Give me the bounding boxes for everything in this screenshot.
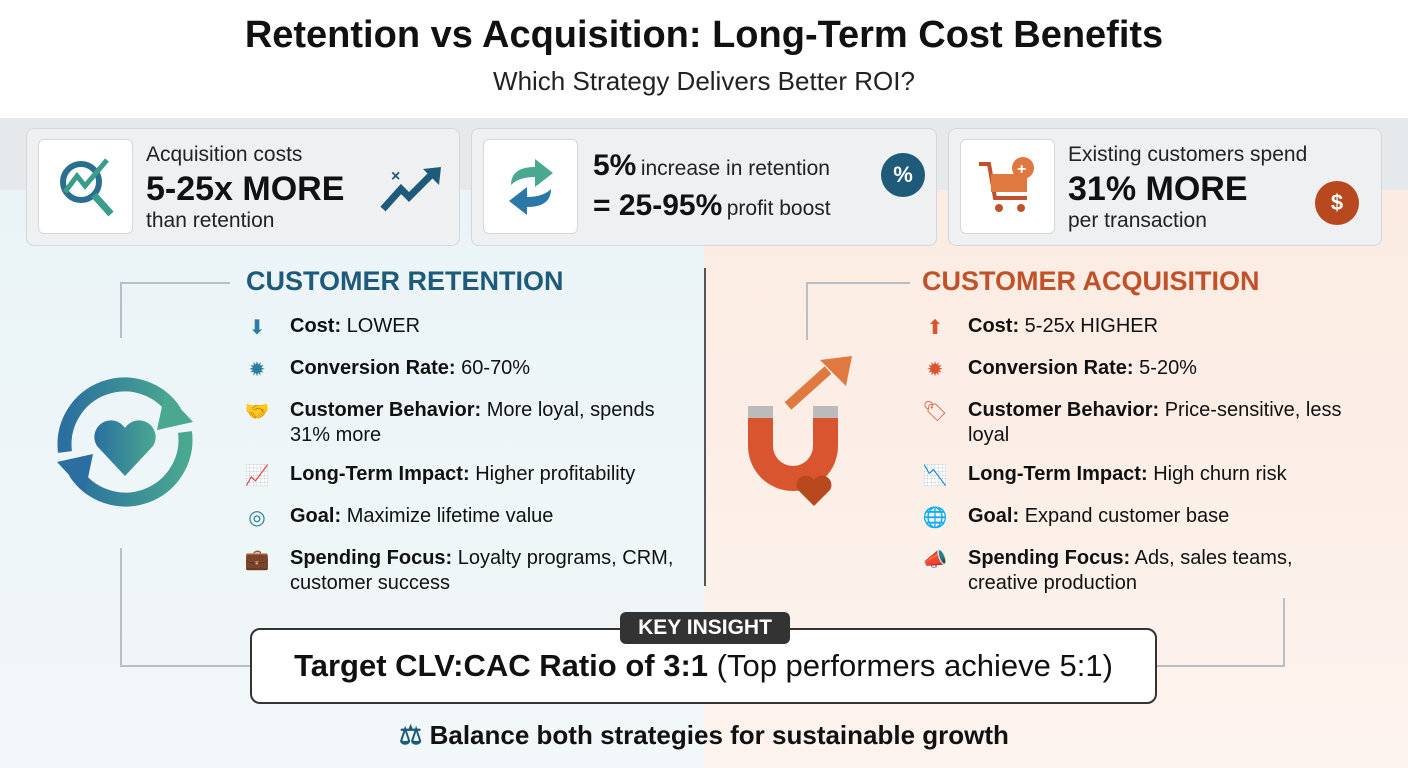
page-title: Retention vs Acquisition: Long-Term Cost… bbox=[244, 14, 1164, 56]
item-label: Conversion Rate: bbox=[968, 357, 1134, 379]
item-label: Conversion Rate: bbox=[290, 357, 456, 379]
item-label: Long-Term Impact: bbox=[290, 463, 470, 485]
item-value: 5-20% bbox=[1139, 357, 1197, 379]
key-insight-box: Target CLV:CAC Ratio of 3:1 (Top perform… bbox=[250, 628, 1157, 704]
insight-ratio: Target CLV:CAC Ratio of 3:1 bbox=[294, 648, 709, 683]
item-label: Spending Focus: bbox=[968, 547, 1131, 569]
page-subtitle: Which Strategy Delivers Better ROI? bbox=[493, 66, 915, 96]
item-value: Price-sensitive, less loyal bbox=[968, 399, 1342, 446]
percent-badge-icon: ✹ bbox=[926, 358, 944, 381]
connector-line bbox=[1283, 598, 1285, 666]
item-value: 5-25x HIGHER bbox=[1024, 315, 1159, 337]
stat-text: than retention bbox=[146, 209, 275, 232]
item-label: Customer Behavior: bbox=[290, 399, 482, 421]
key-insight-label: KEY INSIGHT bbox=[620, 612, 790, 644]
list-item: ◎ Goal: Maximize lifetime value bbox=[240, 504, 680, 532]
arrow-up-cost-icon: ⬆ bbox=[926, 316, 944, 339]
connector-line bbox=[120, 282, 230, 284]
item-value: Ads, sales teams, creative production bbox=[968, 547, 1293, 594]
stat-value: 5% bbox=[593, 149, 637, 182]
list-item: 🤝 Customer Behavior: More loyal, spends 3… bbox=[240, 398, 680, 448]
list-item: ✹ Conversion Rate: 60-70% bbox=[240, 356, 680, 384]
dollar-down-icon: ⬇ bbox=[248, 316, 266, 339]
cart-plus-icon: + bbox=[960, 139, 1055, 234]
price-tag-icon: 🏷 bbox=[922, 400, 948, 423]
refresh-icon bbox=[483, 139, 578, 234]
item-value: High churn risk bbox=[1153, 463, 1287, 485]
item-value: More loyal, spends 31% more bbox=[290, 399, 655, 446]
stat-card-acquisition-cost: Acquisition costs 5-25x MORE than retent… bbox=[26, 128, 460, 246]
list-item: ⬇ Cost: LOWER bbox=[240, 314, 680, 342]
item-label: Goal: bbox=[290, 505, 342, 527]
connector-line bbox=[806, 282, 910, 284]
item-label: Cost: bbox=[290, 315, 342, 337]
stat-value: 5-25x MORE bbox=[146, 170, 345, 208]
stat-text: per transaction bbox=[1068, 209, 1207, 232]
magnet-icon bbox=[728, 356, 888, 531]
item-label: Spending Focus: bbox=[290, 547, 453, 569]
globe-icon: 🌐 bbox=[922, 506, 948, 529]
stat-value: 31% MORE bbox=[1068, 170, 1248, 208]
stat-text: increase in retention bbox=[640, 157, 830, 180]
footer-message: ⚖ Balance both strategies for sustainabl… bbox=[0, 720, 1408, 751]
connector-line bbox=[120, 548, 122, 666]
svg-text:×: × bbox=[391, 168, 400, 185]
item-value: Loyalty programs, CRM, customer success bbox=[290, 547, 674, 594]
svg-text:+: + bbox=[1017, 161, 1026, 178]
megaphone-icon: 📣 bbox=[922, 548, 948, 571]
connector-line bbox=[120, 282, 122, 338]
connector-line bbox=[806, 282, 808, 340]
item-value: LOWER bbox=[346, 315, 421, 337]
retention-heading: CUSTOMER RETENTION bbox=[246, 266, 564, 296]
list-item: 🏷 Customer Behavior: Price-sensitive, les… bbox=[918, 398, 1358, 448]
growth-chart-icon: 📈 bbox=[244, 464, 270, 487]
stat-value: = 25-95% bbox=[593, 189, 723, 222]
percent-badge-icon: ✹ bbox=[248, 358, 266, 381]
list-item: 🌐 Goal: Expand customer base bbox=[918, 504, 1358, 532]
stat-text: Acquisition costs bbox=[146, 143, 303, 166]
item-label: Customer Behavior: bbox=[968, 399, 1160, 421]
item-value: 60-70% bbox=[461, 357, 531, 379]
heart-cycle-icon bbox=[45, 372, 205, 517]
stat-card-retention-profit: 5% increase in retention = 25-95% profit… bbox=[471, 128, 937, 246]
item-value: Higher profitability bbox=[475, 463, 636, 485]
search-growth-icon bbox=[38, 139, 133, 234]
item-label: Cost: bbox=[968, 315, 1020, 337]
item-label: Goal: bbox=[968, 505, 1020, 527]
center-divider bbox=[704, 268, 706, 586]
list-item: ✹ Conversion Rate: 5-20% bbox=[918, 356, 1358, 384]
item-value: Maximize lifetime value bbox=[346, 505, 554, 527]
item-value: Expand customer base bbox=[1024, 505, 1230, 527]
handshake-icon: 🤝 bbox=[244, 400, 270, 423]
list-item: 📉 Long-Term Impact: High churn risk bbox=[918, 462, 1358, 490]
stat-text: Existing customers spend bbox=[1068, 143, 1308, 166]
acquisition-heading: CUSTOMER ACQUISITION bbox=[922, 266, 1260, 296]
briefcase-megaphone-icon: 💼 bbox=[244, 548, 270, 571]
x-arrow-up-icon: × bbox=[379, 165, 443, 218]
retention-list: ⬇ Cost: LOWER ✹ Conversion Rate: 60-70% 🤝 C… bbox=[240, 314, 680, 610]
connector-line bbox=[120, 665, 250, 667]
item-label: Long-Term Impact: bbox=[968, 463, 1148, 485]
footer-text: Balance both strategies for sustainable … bbox=[429, 720, 1009, 750]
balance-scale-icon: ⚖ bbox=[399, 720, 423, 750]
dollar-badge-icon: $ bbox=[1315, 181, 1359, 225]
insight-note: (Top performers achieve 5:1) bbox=[716, 648, 1113, 683]
target-icon: ◎ bbox=[248, 506, 266, 529]
list-item: 📣 Spending Focus: Ads, sales teams, creat… bbox=[918, 546, 1358, 596]
list-item: ⬆ Cost: 5-25x HIGHER bbox=[918, 314, 1358, 342]
stat-card-spend: + Existing customers spend 31% MORE per … bbox=[948, 128, 1382, 246]
list-item: 📈 Long-Term Impact: Higher profitability bbox=[240, 462, 680, 490]
list-item: 💼 Spending Focus: Loyalty programs, CRM, … bbox=[240, 546, 680, 596]
stat-text: profit boost bbox=[726, 197, 831, 220]
decline-chart-icon: 📉 bbox=[922, 464, 948, 487]
connector-line bbox=[1157, 665, 1285, 667]
acquisition-list: ⬆ Cost: 5-25x HIGHER ✹ Conversion Rate: 5-… bbox=[918, 314, 1358, 610]
percent-badge-icon: % bbox=[881, 153, 925, 197]
